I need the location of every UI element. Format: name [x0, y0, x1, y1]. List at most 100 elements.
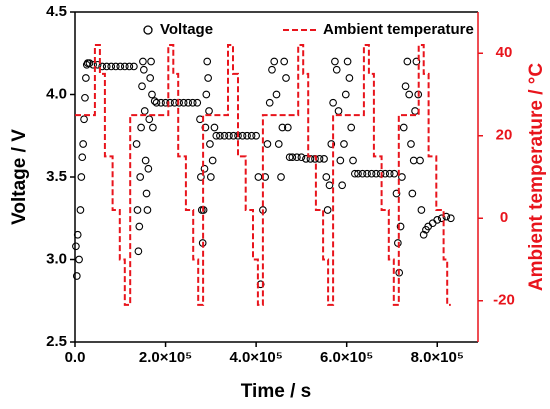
- voltage-point: [125, 62, 134, 71]
- voltage-point: [188, 98, 197, 107]
- voltage-point: [130, 62, 138, 71]
- voltage-point: [85, 59, 94, 68]
- voltage-point: [138, 82, 146, 91]
- voltage-point: [343, 57, 352, 66]
- voltage-point: [293, 153, 301, 162]
- voltage-point: [336, 156, 345, 165]
- y-tick-label: 3.5: [46, 168, 67, 185]
- voltage-point: [419, 230, 428, 239]
- voltage-point: [385, 169, 394, 178]
- x-tick-label: 8.0×10⁵: [411, 349, 464, 366]
- voltage-point: [408, 189, 417, 198]
- voltage-point: [148, 90, 156, 99]
- voltage-point: [133, 206, 142, 214]
- voltage-point: [399, 123, 408, 132]
- voltage-point: [282, 74, 290, 82]
- voltage-point: [204, 74, 212, 82]
- voltage-point: [81, 93, 89, 102]
- legend-marker: [143, 25, 153, 35]
- voltage-point: [401, 82, 410, 91]
- voltage-point: [367, 169, 376, 178]
- voltage-point: [396, 222, 405, 231]
- y-tick-label: 4.5: [46, 3, 67, 20]
- voltage-point: [220, 131, 229, 140]
- voltage-point: [243, 131, 251, 140]
- voltage-point: [417, 206, 426, 214]
- voltage-point: [141, 156, 150, 165]
- voltage-point: [254, 173, 263, 181]
- voltage-point: [98, 62, 107, 71]
- voltage-point: [79, 140, 88, 148]
- voltage-point: [341, 90, 350, 99]
- voltage-point: [390, 169, 399, 178]
- voltage-point: [363, 169, 371, 178]
- voltage-point: [116, 62, 125, 71]
- voltage-point: [398, 173, 406, 181]
- voltage-point: [345, 74, 354, 82]
- voltage-point: [76, 206, 85, 214]
- voltage-point: [278, 123, 287, 132]
- voltage-point: [437, 214, 446, 223]
- voltage-point: [145, 115, 154, 124]
- x-tick-label: 6.0×10⁵: [320, 349, 373, 366]
- y-tick-label: 3.0: [46, 250, 67, 267]
- voltage-point: [270, 57, 279, 66]
- voltage-point: [193, 98, 202, 107]
- voltage-point: [216, 131, 224, 140]
- x-tick-label: 4.0×10⁵: [229, 349, 282, 366]
- voltage-point: [409, 156, 418, 165]
- voltage-point: [327, 140, 336, 148]
- voltage-point: [263, 140, 272, 148]
- voltage-point: [82, 74, 90, 82]
- y2-tick-label: 20: [496, 127, 513, 144]
- voltage-point: [142, 189, 151, 198]
- voltage-point: [200, 164, 209, 173]
- voltage-point: [252, 131, 260, 140]
- voltage-point: [73, 230, 82, 239]
- voltage-point: [332, 65, 341, 74]
- voltage-point: [433, 216, 442, 224]
- voltage-point: [206, 140, 214, 148]
- voltage-point: [261, 173, 270, 181]
- voltage-point: [75, 255, 83, 264]
- voltage-point: [412, 57, 421, 66]
- voltage-point: [407, 140, 415, 148]
- voltage-point: [334, 107, 343, 115]
- voltage-point: [283, 123, 292, 132]
- voltage-point: [152, 98, 161, 107]
- voltage-point: [120, 62, 129, 71]
- voltage-point: [72, 272, 81, 280]
- voltage-point: [208, 156, 217, 165]
- voltage-point: [150, 97, 159, 105]
- voltage-point: [349, 156, 357, 165]
- y2-tick-label: 0: [500, 209, 508, 226]
- voltage-point: [302, 155, 310, 163]
- voltage-point: [247, 131, 256, 140]
- voltage-point: [329, 98, 337, 107]
- voltage-point: [446, 214, 455, 223]
- voltage-point: [197, 173, 205, 181]
- voltage-point: [238, 131, 247, 140]
- voltage-point: [320, 155, 328, 163]
- voltage-point: [78, 153, 87, 162]
- voltage-point: [205, 107, 213, 115]
- voltage-point: [206, 173, 215, 181]
- legend-label: Ambient temperature: [323, 21, 474, 38]
- voltage-point: [268, 65, 276, 74]
- voltage-point: [107, 62, 116, 71]
- voltage-point: [77, 173, 86, 181]
- voltage-point: [372, 169, 380, 178]
- voltage-point: [134, 247, 143, 256]
- voltage-point: [338, 181, 347, 190]
- voltage-point: [139, 65, 148, 74]
- voltage-point: [210, 123, 219, 132]
- voltage-point: [111, 62, 120, 71]
- voltage-point: [157, 98, 165, 107]
- voltage-point: [325, 181, 334, 190]
- voltage-point: [93, 60, 102, 69]
- voltage-point: [428, 219, 437, 228]
- voltage-point: [146, 74, 155, 82]
- legend-label: Voltage: [160, 21, 213, 38]
- voltage-point: [137, 123, 145, 132]
